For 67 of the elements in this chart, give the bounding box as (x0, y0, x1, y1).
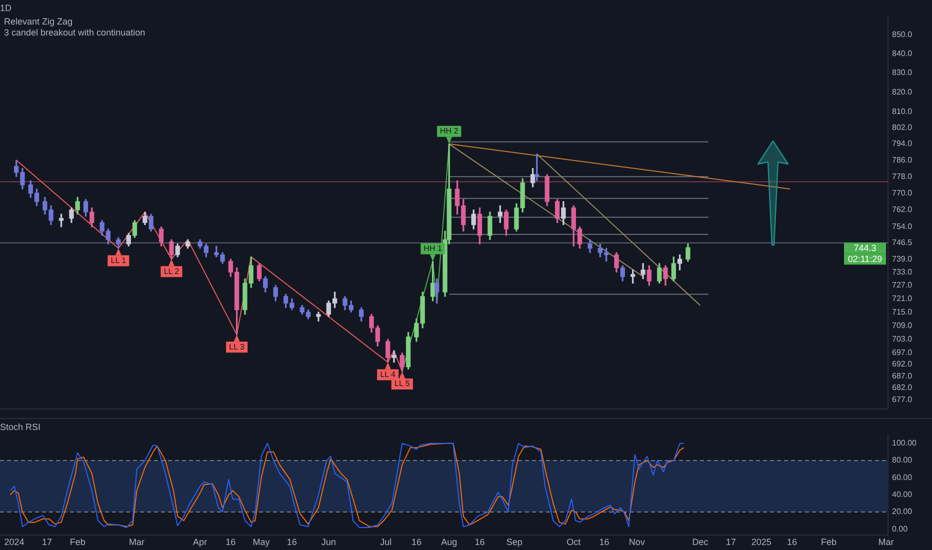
x-tick-label: 16 (787, 537, 798, 548)
x-tick-label: Apr (193, 537, 208, 548)
y-tick-label: 100.00 (892, 438, 918, 448)
annotation: 3 candel breakout with continuation (4, 27, 146, 38)
y-tick-label: 715.0 (892, 307, 913, 316)
y-tick-label: 762.0 (892, 205, 913, 214)
y-tick-label: 692.0 (892, 360, 913, 369)
y-tick-label: 786.0 (892, 155, 913, 164)
y-tick-label: 677.0 (892, 394, 913, 404)
y-tick-label: 40.00 (892, 490, 913, 500)
y-tick-label: 60.00 (892, 472, 913, 482)
x-tick-label: Feb (821, 537, 837, 548)
y-tick-label: 802.0 (892, 123, 913, 132)
x-tick-label: 16 (286, 537, 297, 548)
annotation: LL 4 (380, 370, 396, 379)
y-tick-label: 703.0 (892, 334, 913, 344)
y-tick-label: 794.0 (892, 139, 913, 148)
chart-title: Stoch RSI (0, 422, 41, 432)
y-tick-label: 687.0 (892, 371, 913, 380)
x-tick-label: Aug (441, 537, 458, 548)
y-tick-label: 697.0 (892, 348, 913, 358)
x-tick-label: 16 (474, 537, 485, 548)
x-tick-label: 2025 (751, 537, 772, 548)
x-tick-label: Jul (380, 537, 392, 548)
annotation: LL 2 (164, 266, 180, 276)
y-tick-label: 682.0 (892, 383, 913, 392)
x-tick-label: Mar (129, 537, 145, 548)
x-tick-label: Mar (878, 537, 894, 548)
annotation: 744.3 (854, 243, 876, 254)
y-tick-label: 709.0 (892, 320, 913, 330)
x-tick-label: 17 (726, 537, 736, 548)
x-tick-label: 16 (226, 537, 236, 548)
y-tick-label: 830.0 (892, 68, 913, 77)
y-tick-label: 746.5 (892, 238, 913, 248)
y-tick-label: 721.0 (892, 294, 913, 303)
x-tick-label: Nov (628, 537, 646, 548)
x-tick-label: 2024 (4, 537, 24, 548)
x-tick-label: 16 (599, 537, 610, 548)
x-tick-label: Oct (566, 537, 582, 548)
y-tick-label: 810.0 (892, 107, 913, 116)
y-tick-label: 733.0 (892, 267, 913, 276)
x-tick-label: 16 (411, 537, 422, 548)
x-tick-label: Jun (321, 537, 336, 548)
y-tick-label: 770.0 (892, 188, 913, 198)
x-tick-label: 17 (42, 537, 52, 548)
x-tick-label: Dec (692, 537, 709, 548)
annotation: HH 2 (440, 126, 459, 136)
y-tick-label: 850.0 (892, 30, 913, 39)
x-tick-label: Sep (506, 537, 522, 548)
y-tick-label: 739.0 (892, 254, 913, 264)
x-tick-label: Feb (70, 537, 86, 548)
annotation: LL 1 (110, 256, 127, 265)
y-tick-label: 20.00 (892, 507, 913, 516)
annotation: LL 5 (394, 379, 410, 388)
y-tick-label: 754.0 (892, 222, 913, 232)
y-tick-label: 840.0 (892, 48, 913, 58)
annotation: HH 1 (424, 244, 442, 253)
annotation: LL 3 (229, 342, 245, 352)
y-tick-label: 727.0 (892, 280, 913, 290)
annotation: Relevant Zig Zag (4, 16, 73, 26)
y-tick-label: 820.0 (892, 87, 913, 96)
y-tick-label: 0.00 (892, 524, 908, 534)
y-tick-label: 80.00 (892, 456, 913, 465)
chart-title: 1D (0, 2, 12, 13)
y-tick-label: 778.0 (892, 172, 913, 181)
annotation: 02:11:29 (848, 254, 882, 264)
x-tick-label: May (252, 537, 270, 548)
